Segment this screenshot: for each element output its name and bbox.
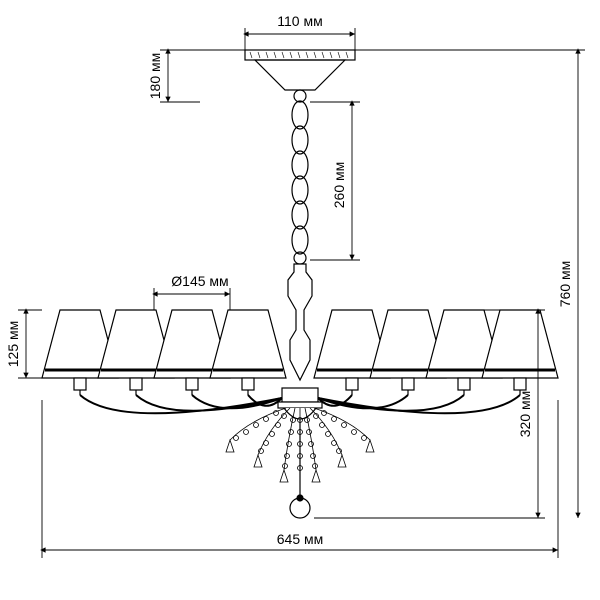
label-canopy-height: 180 мм [147,53,163,100]
crystal-drops [226,408,374,482]
label-total-height: 760 мм [557,261,573,308]
label-chain-length: 260 мм [331,162,347,209]
label-body-height: 320 мм [517,391,533,438]
label-canopy-width: 110 мм [277,13,322,29]
label-shade-height: 125 мм [5,321,21,368]
label-total-width: 645 мм [277,531,324,547]
canopy [245,50,355,102]
label-shade-diameter: Ø145 мм [171,273,228,289]
chain [292,101,308,264]
chandelier-diagram: 110 мм 180 мм 260 мм Ø145 мм 125 мм 320 … [0,0,600,600]
